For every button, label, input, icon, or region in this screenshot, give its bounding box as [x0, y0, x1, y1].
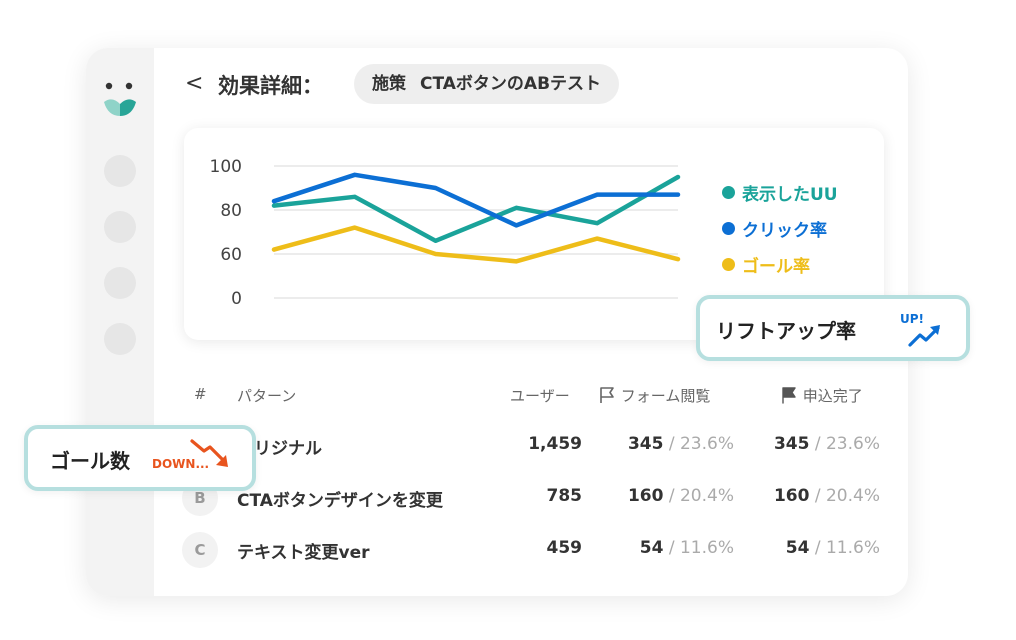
goal-callout-label: ゴール数: [50, 449, 130, 473]
sidebar-item-3[interactable]: [104, 267, 136, 299]
sidebar: [86, 48, 154, 596]
series-line: [271, 225, 681, 264]
col-header-index: #: [194, 385, 207, 403]
row-form-views: 345 / 23.6%: [627, 434, 734, 454]
row-form-views: 54 / 11.6%: [639, 538, 734, 558]
row-users: 1,459: [528, 434, 582, 454]
legend-item: 表示したUU: [722, 174, 838, 210]
y-tick-label: 80: [220, 201, 242, 221]
goal-callout: ゴール数 DOWN...: [24, 425, 256, 491]
smile-logo-icon[interactable]: [102, 78, 138, 118]
series-line: [271, 174, 681, 244]
row-completed: 160 / 20.4%: [773, 486, 880, 506]
legend-label: 表示したUU: [742, 184, 838, 205]
campaign-name: CTAボタンのABテスト: [420, 74, 602, 94]
lift-callout-tag: UP!: [900, 312, 925, 326]
y-tick-label: 0: [231, 289, 242, 309]
legend-dot: [722, 257, 735, 271]
chart-legend: 表示したUU クリック率ゴール率: [722, 174, 838, 282]
row-users: 785: [546, 486, 583, 506]
legend-label: ゴール率: [742, 256, 810, 277]
col-header-completed-label: 申込完了: [802, 387, 863, 405]
legend-item: ゴール率: [722, 246, 838, 282]
legend-label: クリック率: [742, 220, 827, 241]
col-header-pattern: パターン: [237, 387, 297, 405]
trend-down-icon: [190, 439, 228, 467]
sidebar-item-4[interactable]: [104, 323, 136, 355]
flag-outline-icon: [600, 387, 614, 403]
page-title: 効果詳細：: [218, 74, 323, 98]
row-pattern-name[interactable]: オリジナル: [237, 439, 322, 459]
row-pattern-name[interactable]: CTAボタンデザインを変更: [237, 491, 443, 511]
sidebar-item-1[interactable]: [104, 155, 136, 187]
col-header-form-views: フォーム閲覧: [598, 385, 710, 406]
y-tick-label: 60: [220, 245, 242, 265]
goal-callout-tag: DOWN...: [152, 457, 210, 471]
row-badge: C: [182, 532, 218, 568]
col-header-completed: 申込完了: [780, 385, 863, 406]
row-completed: 345 / 23.6%: [773, 434, 880, 454]
row-users: 459: [546, 538, 583, 558]
campaign-pill: 施策 CTAボタンのABテスト: [354, 64, 620, 104]
legend-dot: [722, 185, 735, 199]
legend-item: クリック率: [722, 210, 838, 246]
back-button[interactable]: <: [185, 71, 204, 96]
row-form-views: 160 / 20.4%: [627, 486, 734, 506]
trend-up-icon: [908, 325, 940, 347]
y-tick-label: 100: [210, 157, 242, 177]
row-completed: 54 / 11.6%: [785, 538, 880, 558]
flag-filled-icon: [782, 387, 796, 404]
line-chart: 100 80 60 0: [210, 157, 681, 309]
lift-callout-label: リフトアップ率: [716, 319, 856, 343]
legend-dot: [722, 221, 735, 235]
campaign-label: 施策: [372, 74, 406, 94]
sidebar-item-2[interactable]: [104, 211, 136, 243]
col-header-form-views-label: フォーム閲覧: [620, 387, 711, 405]
lift-callout: リフトアップ率 UP!: [696, 295, 970, 361]
col-header-users: ユーザー: [510, 387, 570, 405]
series-line: [271, 172, 681, 228]
row-pattern-name[interactable]: テキスト変更ver: [237, 543, 370, 563]
